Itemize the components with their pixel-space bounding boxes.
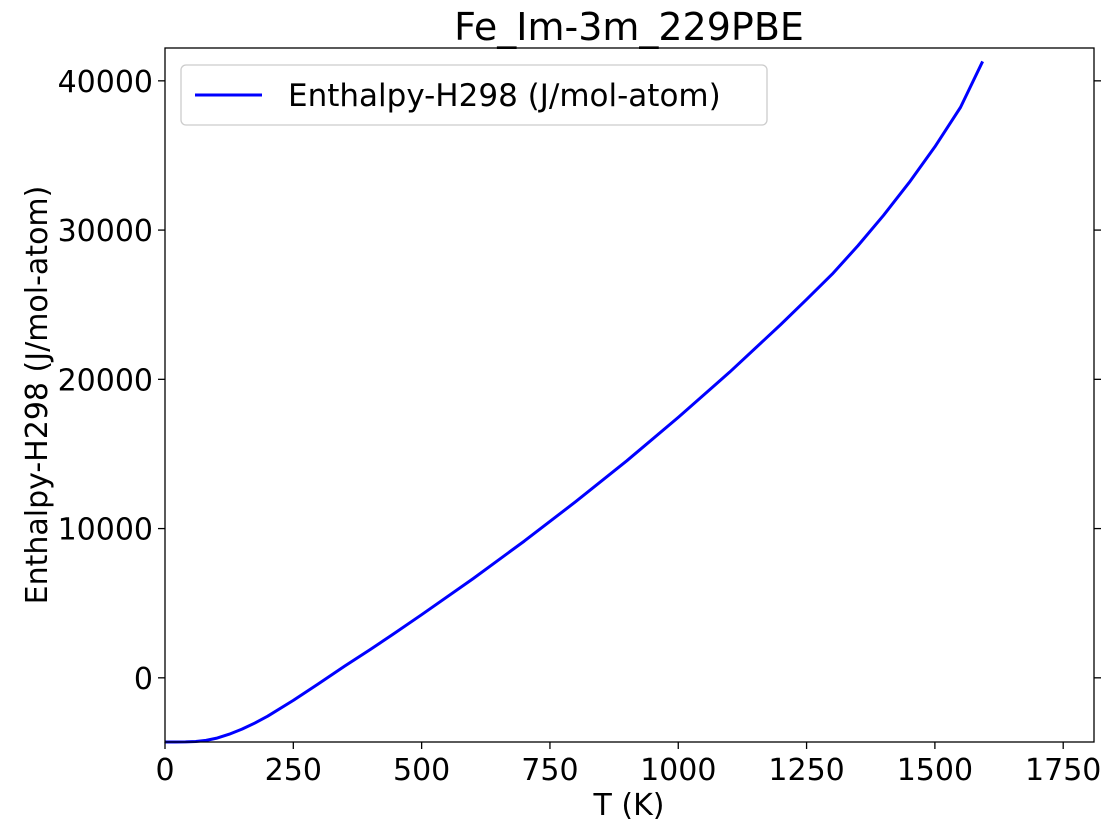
x-tick-label: 1750 [1025,753,1101,788]
plot-area [165,60,984,744]
legend-label: Enthalpy-H298 (J/mol-atom) [288,78,721,114]
series-line-0 [165,60,984,744]
x-axis-label: T (K) [593,788,665,823]
x-tick-label: 1000 [640,753,716,788]
x-tick-label: 1500 [897,753,973,788]
x-tick-label: 1250 [768,753,844,788]
axis-ticks: 0 250 500 750 1000 1250 1500 1750 0 10000 20000 300… [58,65,1102,788]
x-tick-label: 0 [155,753,174,788]
y-tick-label: 0 [134,662,153,697]
legend-box [180,64,768,126]
x-tick-label: 750 [521,753,578,788]
legend: Enthalpy-H298 (J/mol-atom) [180,64,768,126]
y-axis-label: Enthalpy-H298 (J/mol-atom) [20,186,55,605]
plot-frame [164,47,1095,743]
y-tick-label: 10000 [58,513,153,548]
y-tick-label: 40000 [58,65,153,100]
x-tick-label: 250 [265,753,322,788]
y-tick-label: 30000 [58,214,153,249]
y-tick-label: 20000 [58,363,153,398]
chart-title: Fe_Im-3m_229PBE [454,5,804,49]
x-tick-label: 500 [393,753,450,788]
